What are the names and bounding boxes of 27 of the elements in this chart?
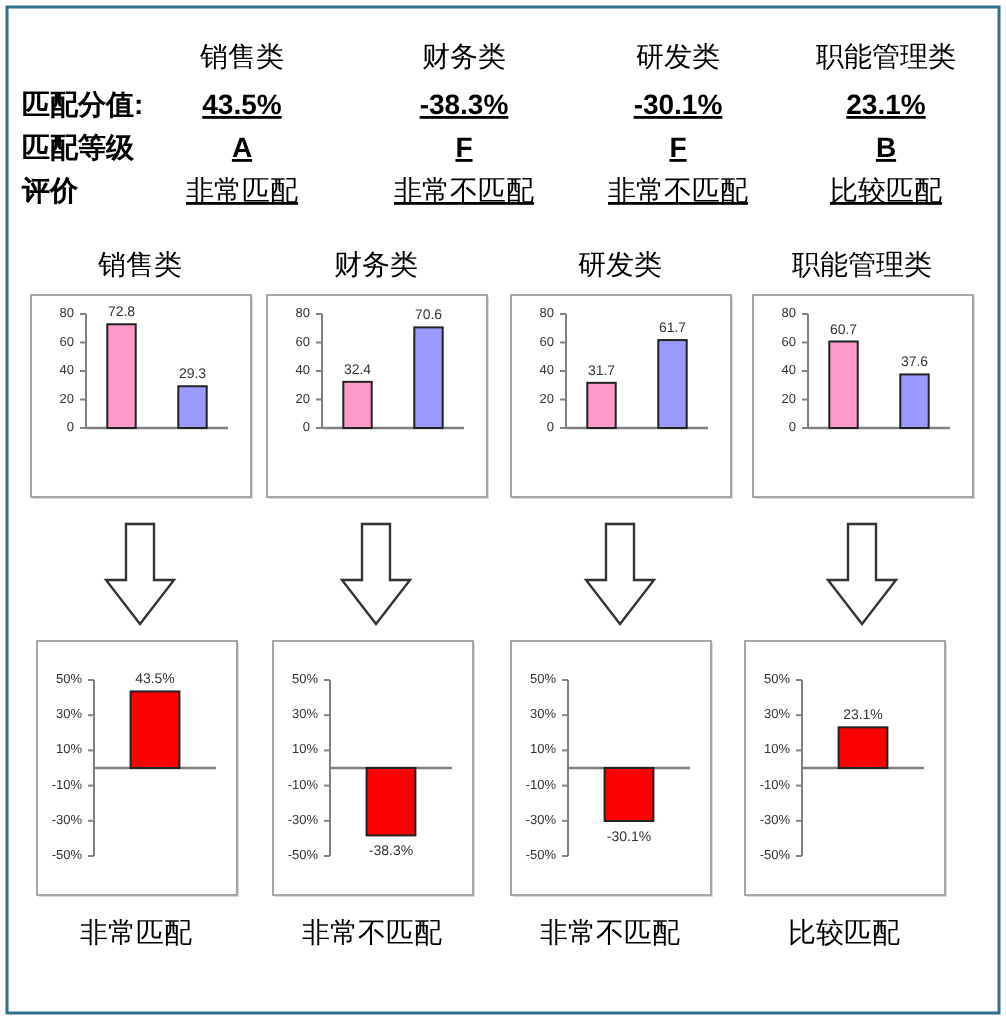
category-label: 职能管理类 [816, 40, 956, 72]
text: 非常不匹配 [394, 174, 534, 206]
text: 非常匹配 [186, 174, 298, 206]
category-label: 财务类 [422, 40, 506, 72]
text: 43.5% [202, 88, 282, 120]
text: A [231, 131, 253, 163]
text: -38.3% [419, 88, 509, 120]
text: 比较匹配 [788, 916, 900, 948]
category-label: 匹配分值: [22, 88, 144, 120]
text: 非常匹配 [80, 916, 192, 948]
text: -30.1% [633, 88, 723, 120]
text: 非常不匹配 [540, 916, 680, 948]
text: F [669, 131, 687, 163]
category-label: 评价 [22, 174, 78, 206]
text: F [455, 131, 473, 163]
chart-title: 财务类 [334, 248, 418, 280]
text: 23.1% [846, 88, 926, 120]
text: 非常不匹配 [608, 174, 748, 206]
chart-title: 研发类 [578, 248, 662, 280]
chart-title: 销售类 [96, 248, 182, 280]
text: 比较匹配 [830, 174, 942, 206]
chart-title: 职能管理类 [792, 248, 932, 280]
category-label: 销售类 [198, 40, 284, 72]
text: 非常不匹配 [302, 916, 442, 948]
category-label: 研发类 [636, 40, 720, 72]
text: B [875, 131, 897, 163]
category-label: 匹配等级 [22, 131, 134, 163]
